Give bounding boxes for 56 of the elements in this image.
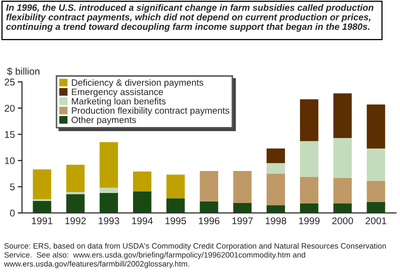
- legend-label: Production flexibility contract payments: [72, 107, 230, 116]
- legend-label: Other payments: [72, 116, 136, 125]
- bar: [266, 148, 285, 164]
- x-tick-label: 1999: [299, 217, 320, 224]
- bar: [266, 163, 285, 174]
- y-tick-label: 20: [4, 104, 15, 112]
- bar: [66, 164, 85, 192]
- y-tick-label: 5: [10, 184, 15, 190]
- x-tick-label: 2001: [366, 217, 386, 224]
- bar: [366, 148, 386, 181]
- bar: [366, 104, 386, 148]
- bar: [233, 171, 252, 203]
- bar: [200, 201, 218, 213]
- bar: [32, 200, 52, 213]
- bar: [66, 194, 85, 213]
- bar: [100, 142, 118, 188]
- bar: [233, 202, 252, 213]
- bar: [133, 191, 152, 213]
- bar: [166, 174, 185, 198]
- bar: [100, 188, 118, 194]
- x-tick-label: 1994: [132, 217, 153, 224]
- legend-label: Marketing loan benefits: [72, 98, 166, 106]
- bar: [300, 204, 318, 213]
- x-tick-label: 1998: [266, 217, 286, 224]
- bar: [333, 178, 352, 204]
- bar: [366, 180, 386, 202]
- x-tick-label: 1995: [166, 217, 186, 224]
- y-tick-label: 10: [4, 157, 15, 164]
- y-tick-label: 15: [4, 131, 15, 138]
- bar: [66, 192, 85, 194]
- x-tick-label: 1993: [98, 217, 120, 224]
- x-tick-label: 1997: [232, 217, 253, 224]
- bar: [166, 198, 185, 213]
- bar: [333, 138, 352, 178]
- bar: [266, 174, 285, 206]
- x-tick-label: 1992: [65, 217, 86, 224]
- bar: [333, 93, 352, 138]
- legend-label: Emergency assistance: [72, 88, 163, 97]
- y-tick-label: 0: [10, 210, 15, 217]
- x-tick-label: 1996: [198, 217, 220, 224]
- bar: [333, 204, 352, 213]
- bar: [300, 176, 318, 204]
- bar: [300, 99, 318, 142]
- x-tick-label: 1991: [32, 217, 52, 224]
- bar: [300, 141, 318, 177]
- x-tick-label: 2000: [332, 217, 354, 224]
- y-axis-title: $ billion: [7, 67, 40, 76]
- legend-label: Deficiency & diversion payments: [72, 79, 204, 88]
- bar: [200, 171, 218, 202]
- y-tick-label: 25: [4, 78, 15, 86]
- bar: [266, 205, 285, 213]
- bar: [100, 193, 118, 213]
- bar: [32, 169, 52, 200]
- bar: [133, 172, 152, 192]
- chart-title: In 1996, the U.S. introduced a significant change in farm subsidies called production flexibility contract payments, which did not depend on current production or prices, continuing a trend toward decoupling farm income support that began in the 1980s.: [6, 4, 374, 32]
- bar: [366, 202, 386, 213]
